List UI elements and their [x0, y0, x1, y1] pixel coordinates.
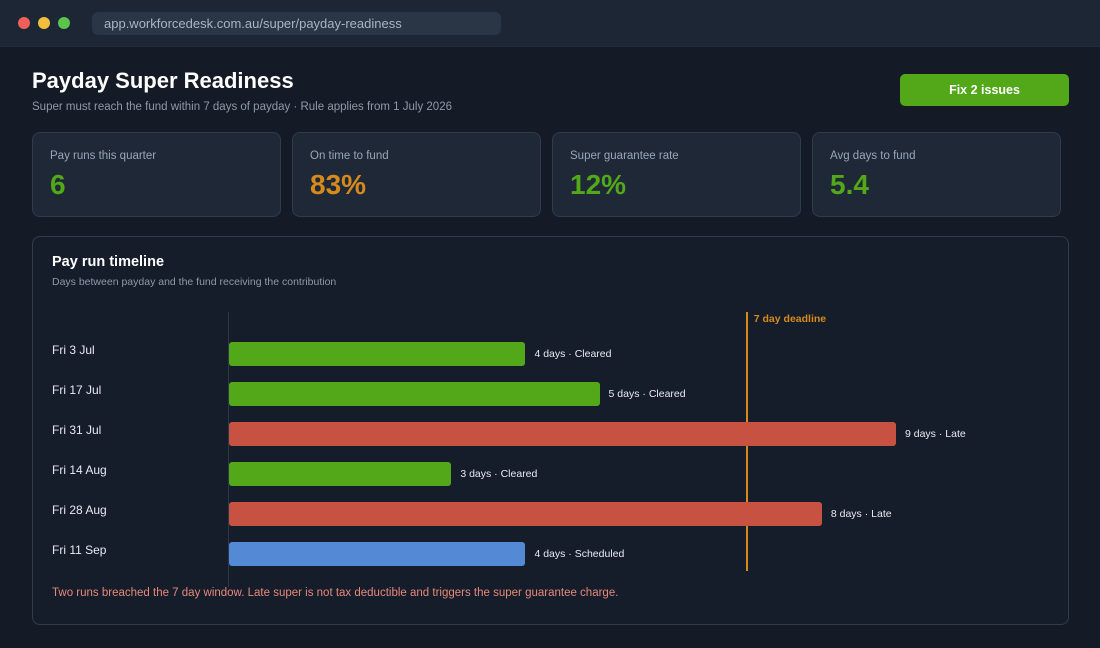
chart-axis-line: [228, 312, 229, 587]
kpi-card-guarantee-rate: Super guarantee rate 12%: [552, 132, 801, 217]
panel-title: Pay run timeline: [52, 254, 165, 270]
bar-value-label: 5 days · Cleared: [608, 388, 686, 400]
deadline-label: 7 day deadline: [753, 313, 827, 325]
kpi-value: 83%: [310, 169, 367, 200]
kpi-value: 5.4: [830, 169, 869, 200]
bar-value-label: 4 days · Scheduled: [534, 548, 625, 560]
kpi-value: 6: [50, 169, 66, 200]
row-label: Fri 28 Aug: [52, 503, 107, 517]
panel-subtitle: Days between payday and the fund receivi…: [52, 276, 337, 288]
timeline-bar[interactable]: [229, 382, 600, 406]
kpi-label: On time to fund: [310, 150, 389, 162]
kpi-card-on-time: On time to fund 83%: [292, 132, 541, 217]
fix-issues-button[interactable]: Fix 2 issues: [900, 74, 1069, 106]
address-bar[interactable]: app.workforcedesk.com.au/super/payday-re…: [92, 12, 501, 35]
timeline-bar[interactable]: [229, 422, 896, 446]
row-label: Fri 11 Sep: [52, 543, 107, 557]
kpi-card-avg-days: Avg days to fund 5.4: [812, 132, 1061, 217]
kpi-label: Avg days to fund: [830, 150, 916, 162]
bar-value-label: 3 days · Cleared: [460, 468, 538, 480]
timeline-bar[interactable]: [229, 462, 452, 486]
maximize-window-icon[interactable]: [58, 17, 70, 29]
kpi-label: Super guarantee rate: [570, 150, 679, 162]
page-title: Payday Super Readiness: [32, 68, 294, 93]
kpi-card-pay-runs: Pay runs this quarter 6: [32, 132, 281, 217]
kpi-value: 12%: [570, 169, 627, 200]
kpi-label: Pay runs this quarter: [50, 150, 157, 162]
row-label: Fri 3 Jul: [52, 343, 95, 357]
minimize-window-icon[interactable]: [38, 17, 50, 29]
window-titlebar: app.workforcedesk.com.au/super/payday-re…: [0, 0, 1100, 47]
pay-run-timeline-panel: Pay run timeline Days between payday and…: [32, 236, 1069, 625]
row-label: Fri 17 Jul: [52, 383, 102, 397]
row-label: Fri 14 Aug: [52, 463, 107, 477]
page-subtitle: Super must reach the fund within 7 days …: [32, 101, 452, 113]
breach-footnote: Two runs breached the 7 day window. Late…: [52, 587, 619, 599]
timeline-bar[interactable]: [229, 342, 526, 366]
timeline-bar[interactable]: [229, 542, 526, 566]
bar-value-label: 8 days · Late: [830, 508, 892, 520]
bar-value-label: 4 days · Cleared: [534, 348, 612, 360]
row-label: Fri 31 Jul: [52, 423, 102, 437]
bar-value-label: 9 days · Late: [905, 428, 966, 440]
close-window-icon[interactable]: [18, 17, 30, 29]
timeline-bar[interactable]: [229, 502, 822, 526]
